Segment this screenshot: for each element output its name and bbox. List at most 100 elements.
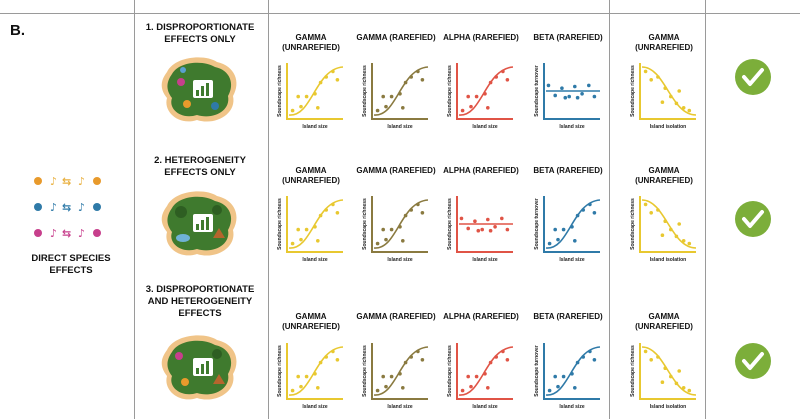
data-point: [375, 388, 380, 393]
data-point: [669, 94, 673, 99]
plot-axes: [371, 343, 428, 400]
plot-axes: [543, 63, 600, 120]
data-point: [290, 388, 295, 393]
island-illustration: [161, 57, 237, 122]
y-axis-label: Soundscape richness: [630, 65, 636, 117]
panel-header: BETA (RAREFIED): [533, 33, 603, 42]
data-point: [324, 355, 329, 359]
y-axis-label: Soundscape richness: [277, 345, 283, 397]
bird-icon: [177, 78, 185, 86]
x-axis-label: Island size: [387, 257, 413, 263]
data-point: [403, 213, 408, 218]
data-point: [483, 372, 487, 376]
check-icon: [735, 201, 771, 237]
trend-line: [373, 66, 429, 116]
svg-text:⇆: ⇆: [62, 227, 71, 240]
data-point: [375, 108, 380, 113]
data-point: [660, 380, 665, 385]
section-label: B.: [10, 22, 25, 39]
data-point: [547, 241, 552, 246]
data-point: [643, 202, 648, 207]
trend-line: [545, 199, 601, 249]
data-point: [296, 227, 301, 232]
x-axis-label: Island isolation: [650, 124, 686, 130]
data-point: [687, 241, 692, 246]
row-divider: [0, 13, 800, 14]
data-point: [677, 222, 681, 226]
data-point: [649, 78, 653, 82]
plot-axes: [639, 196, 696, 253]
check-icon: [735, 343, 771, 379]
data-point: [416, 69, 420, 74]
panel-header: GAMMA (UNRAREFIED): [282, 166, 340, 185]
data-point: [656, 355, 660, 359]
data-point: [299, 237, 303, 242]
data-point: [335, 78, 340, 82]
trend-line: [458, 346, 514, 396]
x-axis-label: Island size: [302, 124, 328, 130]
data-point: [409, 355, 414, 359]
panel-header: GAMMA (UNRAREFIED): [282, 33, 340, 52]
x-axis-label: Island isolation: [650, 404, 686, 410]
data-point: [466, 226, 471, 231]
data-point: [494, 75, 499, 79]
scenario-2-title: 2. HETEROGENEITY EFFECTS ONLY: [154, 155, 246, 178]
data-point: [483, 92, 487, 96]
y-axis-label: Soundscape richness: [362, 345, 368, 397]
data-point: [416, 202, 420, 207]
y-axis-label: Soundscape richness: [630, 198, 636, 250]
data-point: [553, 227, 557, 232]
data-point: [389, 94, 394, 99]
data-point: [677, 369, 681, 373]
data-point: [304, 227, 309, 232]
data-point: [643, 69, 648, 74]
data-point: [316, 106, 320, 110]
x-axis-label: Island size: [559, 124, 585, 130]
panel-header: GAMMA (UNRAREFIED): [635, 33, 693, 52]
bird-icon: [180, 67, 186, 73]
plot-axes: [639, 63, 696, 120]
data-point: [466, 374, 471, 379]
data-point: [420, 358, 425, 362]
data-point: [474, 374, 479, 379]
data-point: [573, 239, 577, 243]
panel-header: ALPHA (RAREFIED): [443, 33, 519, 42]
data-point: [480, 227, 485, 232]
plot-axes: [543, 343, 600, 400]
data-point: [331, 69, 335, 74]
data-point: [580, 92, 584, 96]
panel-header: ALPHA (RAREFIED): [443, 312, 519, 321]
data-point: [560, 86, 564, 90]
data-point: [401, 106, 405, 110]
x-axis-label: Island size: [472, 404, 498, 410]
column-divider: [268, 0, 269, 419]
data-point: [389, 374, 394, 379]
tent-icon: [213, 374, 225, 384]
panel-header: GAMMA (UNRAREFIED): [282, 312, 340, 331]
data-point: [575, 360, 580, 365]
data-point: [420, 211, 425, 215]
data-point: [331, 349, 335, 354]
data-point: [575, 213, 580, 218]
data-point: [335, 358, 340, 362]
data-point: [398, 372, 402, 376]
data-point: [674, 234, 679, 239]
data-point: [313, 225, 317, 229]
panel-header: BETA (RAREFIED): [533, 312, 603, 321]
data-point: [466, 94, 471, 99]
bird-icon: [175, 352, 183, 360]
plot-axes: [286, 196, 343, 253]
data-point: [493, 225, 497, 229]
plot-axes: [543, 196, 600, 253]
svg-text:♪: ♪: [50, 201, 57, 214]
data-point: [660, 100, 665, 104]
data-point: [486, 386, 490, 390]
scenario-1-title: 1. DISPROPORTIONATE EFFECTS ONLY: [145, 22, 255, 45]
y-axis-label: Soundscape richness: [277, 65, 283, 117]
data-point: [384, 384, 388, 389]
trend-line: [641, 346, 697, 396]
bird-icon: [211, 102, 219, 110]
data-point: [401, 386, 405, 390]
data-point: [401, 239, 405, 243]
